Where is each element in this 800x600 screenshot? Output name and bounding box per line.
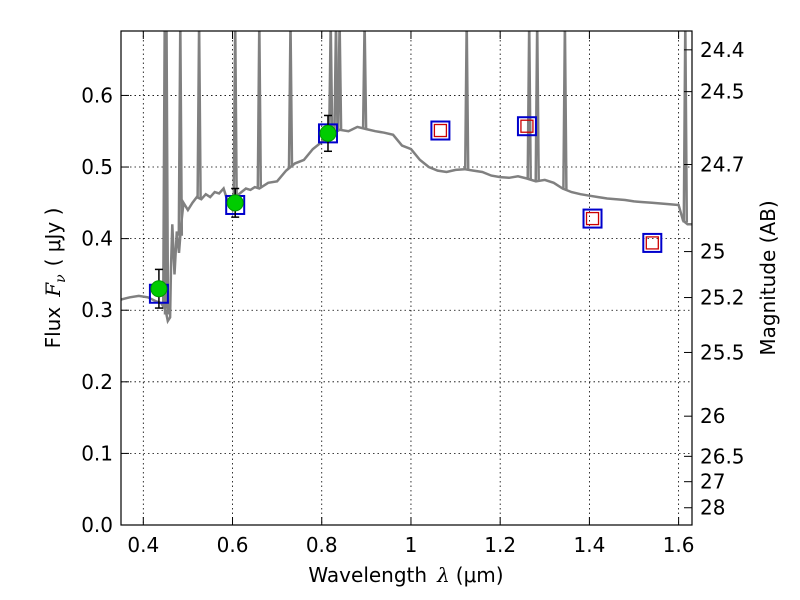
right-axis-title: Magnitude (AB)	[756, 200, 780, 355]
x-tick-label: 0.6	[217, 533, 249, 557]
emission-line-spike	[327, 31, 334, 135]
magnitude-tick-label: 25	[700, 240, 725, 264]
emission-line-spike	[463, 31, 470, 170]
x-tick-label: 0.4	[127, 533, 159, 557]
emission-line-spike	[562, 31, 568, 190]
x-tick-label: 1	[405, 533, 418, 557]
upper-limit-square	[585, 211, 600, 226]
emission-line-spike	[163, 31, 170, 315]
y-tick-label: 0.3	[81, 298, 113, 322]
magnitude-tick-label: 24.4	[700, 38, 745, 62]
emission-line-spike	[287, 31, 294, 168]
y-tick-label: 0.6	[81, 83, 113, 107]
x-axis-title: Wavelength λ (μm)	[308, 563, 503, 587]
model-photometry-square	[642, 232, 663, 253]
magnitude-tick-label: 25.5	[700, 340, 745, 364]
emission-lines	[161, 31, 689, 315]
y-tick-label: 0.5	[81, 155, 113, 179]
x-tick-label: 1.6	[663, 533, 695, 557]
y-tick-label: 0.2	[81, 370, 113, 394]
y-tick-label: 0.1	[81, 441, 113, 465]
model-photometry-square	[516, 116, 537, 137]
x-tick-label: 0.8	[306, 533, 338, 557]
y-axis-title: FluxFν( μJy )	[41, 208, 69, 349]
x-tick-label: 1.4	[573, 533, 605, 557]
magnitude-tick-label: 26	[700, 404, 725, 428]
emission-line-spike	[361, 31, 368, 129]
model-photometry-square	[582, 208, 603, 229]
upper-limit-square	[645, 236, 659, 250]
magnitude-tick-label: 27	[700, 470, 725, 494]
upper-limit-square	[520, 119, 534, 133]
emission-line-spike	[232, 31, 238, 202]
observed-flux-point	[226, 194, 244, 212]
magnitude-tick-label: 24.7	[700, 153, 745, 177]
plot-frame	[120, 30, 693, 526]
emission-line-spike	[336, 31, 343, 130]
emission-line-spike	[526, 31, 532, 180]
upper-limit-square	[433, 123, 448, 138]
magnitude-tick-label: 25.2	[700, 286, 745, 310]
emission-line-spike	[682, 31, 689, 223]
observed-flux-point	[319, 124, 337, 142]
emission-line-spike	[256, 31, 263, 189]
x-axis-ticks: 0.4 0.6 0.8 1 1.2 1.4 1.6	[127, 31, 695, 557]
magnitude-tick-label: 24.5	[700, 80, 745, 104]
observed-flux-point	[150, 280, 168, 298]
plot-area	[121, 31, 692, 325]
y-tick-label: 0.0	[81, 513, 113, 537]
model-photometry-square	[430, 120, 451, 141]
y-axis-ticks: 0.0 0.1 0.2 0.3 0.4 0.5 0.6	[81, 83, 129, 537]
photometry-points	[148, 114, 663, 309]
y-tick-label: 0.4	[81, 227, 113, 251]
x-tick-label: 1.2	[484, 533, 516, 557]
emission-line-spike	[333, 31, 339, 132]
magnitude-tick-label: 28	[700, 496, 725, 520]
emission-line-spike	[196, 31, 202, 199]
emission-line-spike	[177, 31, 184, 236]
magnitude-tick-label: 26.5	[700, 444, 745, 468]
